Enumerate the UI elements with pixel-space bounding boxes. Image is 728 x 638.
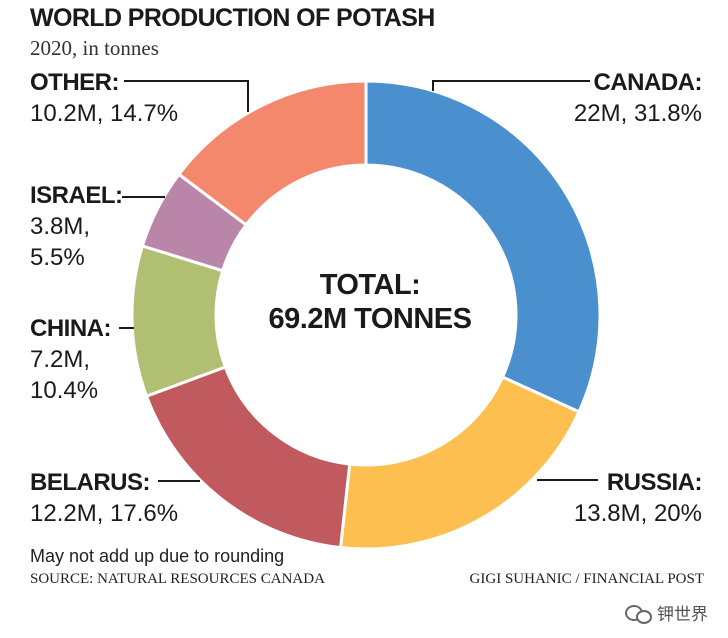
chart-title: WORLD PRODUCTION OF POTASH bbox=[30, 4, 435, 32]
rounding-note: May not add up due to rounding bbox=[30, 546, 285, 566]
label-china-value-line1: 7.2M, bbox=[30, 346, 91, 373]
source-credit: SOURCE: NATURAL RESOURCES CANADA bbox=[30, 571, 325, 587]
label-canada-name: CANADA: bbox=[593, 69, 703, 96]
label-china: CHINA: 7.2M, 10.4% bbox=[30, 313, 112, 406]
wechat-icon bbox=[625, 603, 652, 624]
author-credit: GIGI SUHANIC / FINANCIAL POST bbox=[469, 571, 704, 587]
watermark-text: 钾世界 bbox=[657, 605, 708, 624]
label-canada: CANADA: 22M, 31.8% bbox=[573, 67, 703, 129]
label-israel-value-line1: 3.8M, bbox=[30, 213, 91, 240]
label-israel-name: ISRAEL: bbox=[30, 182, 123, 209]
label-china-value-line2: 10.4% bbox=[30, 377, 99, 404]
leader-lines bbox=[119, 80, 598, 482]
label-israel-value-line2: 5.5% bbox=[30, 244, 85, 271]
leader-other bbox=[124, 80, 249, 112]
label-russia-name: RUSSIA: bbox=[606, 469, 703, 496]
label-russia: RUSSIA: 13.8M, 20% bbox=[573, 467, 703, 529]
label-china-name: CHINA: bbox=[30, 315, 112, 342]
slice-russia bbox=[338, 375, 582, 551]
donut-slices bbox=[130, 79, 602, 551]
label-other-name: OTHER: bbox=[30, 69, 120, 96]
center-total-label: TOTAL: bbox=[319, 269, 421, 301]
slice-other bbox=[176, 79, 368, 227]
label-canada-value: 22M, 31.8% bbox=[573, 100, 702, 127]
label-belarus: BELARUS: 12.2M, 17.6% bbox=[30, 467, 178, 529]
chart-subtitle: 2020, in tonnes bbox=[30, 36, 159, 60]
center-total-value: 69.2M TONNES bbox=[268, 303, 472, 335]
label-other: OTHER: 10.2M, 14.7% bbox=[30, 67, 178, 129]
label-other-value: 10.2M, 14.7% bbox=[30, 100, 179, 127]
slice-canada bbox=[364, 79, 602, 414]
label-belarus-value: 12.2M, 17.6% bbox=[30, 500, 179, 527]
label-israel: ISRAEL: 3.8M, 5.5% bbox=[30, 180, 123, 273]
leader-canada bbox=[432, 80, 590, 91]
watermark: 钾世界 bbox=[625, 600, 708, 625]
center-total: TOTAL: 69.2M TONNES bbox=[230, 268, 510, 336]
label-belarus-name: BELARUS: bbox=[30, 469, 151, 496]
label-russia-value: 13.8M, 20% bbox=[573, 500, 702, 527]
